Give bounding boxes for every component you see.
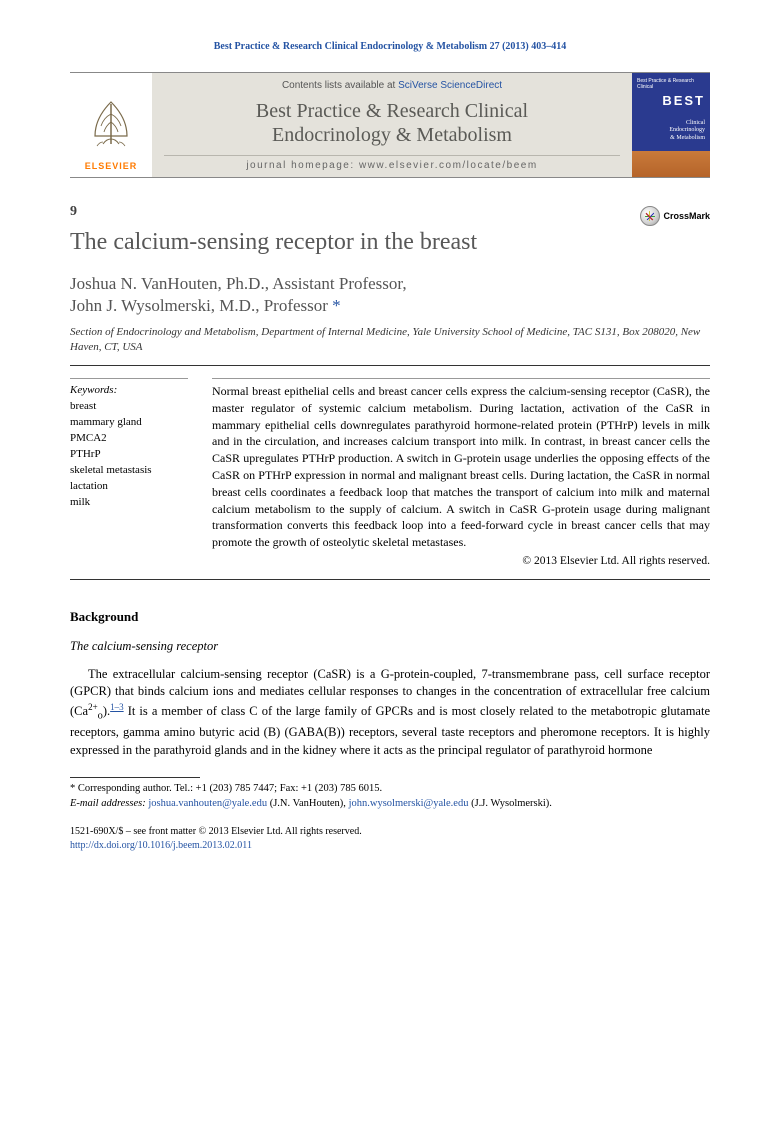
cover-mid3: & Metabolism bbox=[670, 135, 705, 141]
email-line: E-mail addresses: joshua.vanhouten@yale.… bbox=[70, 797, 710, 812]
body-paragraph-1: The extracellular calcium-sensing recept… bbox=[70, 666, 710, 759]
footnote-separator bbox=[70, 777, 200, 778]
journal-name: Best Practice & Research Clinical Endocr… bbox=[164, 93, 620, 155]
cover-mid1: Clinical bbox=[686, 120, 705, 126]
issn-line: 1521-690X/$ – see front matter © 2013 El… bbox=[70, 825, 710, 839]
cover-mid2: Endocrinology bbox=[669, 127, 705, 133]
publisher-logo-block: ELSEVIER bbox=[70, 73, 152, 177]
abstract-block: Normal breast epithelial cells and breas… bbox=[212, 378, 710, 569]
corresponding-asterisk: * bbox=[332, 296, 341, 315]
elsevier-tree-icon bbox=[79, 92, 143, 156]
bottom-block: 1521-690X/$ – see front matter © 2013 El… bbox=[70, 825, 710, 853]
cover-band bbox=[632, 151, 710, 177]
keywords-heading: Keywords: bbox=[70, 383, 188, 399]
contents-prefix: Contents lists available at bbox=[282, 80, 398, 91]
cover-top-label: Best Practice & Research Clinical bbox=[637, 79, 705, 90]
body-p1c: It is a member of class C of the large f… bbox=[70, 704, 710, 757]
keyword-item: milk bbox=[70, 495, 188, 511]
homepage-url[interactable]: www.elsevier.com/locate/beem bbox=[359, 160, 538, 171]
masthead-center: Contents lists available at SciVerse Sci… bbox=[152, 73, 632, 177]
crossmark-label: CrossMark bbox=[663, 210, 710, 223]
keyword-item: mammary gland bbox=[70, 415, 188, 431]
citation-1-3[interactable]: 1–3 bbox=[110, 702, 124, 712]
homepage-line: journal homepage: www.elsevier.com/locat… bbox=[164, 155, 620, 173]
body-sup-2plus: 2+ bbox=[88, 702, 98, 712]
email-link-1[interactable]: joshua.vanhouten@yale.edu bbox=[148, 798, 267, 809]
crossmark-badge[interactable]: CrossMark bbox=[640, 206, 710, 226]
doi-link[interactable]: http://dx.doi.org/10.1016/j.beem.2013.02… bbox=[70, 840, 252, 851]
contents-available-line: Contents lists available at SciVerse Sci… bbox=[164, 79, 620, 93]
email-link-2[interactable]: john.wysolmerski@yale.edu bbox=[349, 798, 469, 809]
section-number: 9 bbox=[70, 202, 710, 222]
journal-cover-thumbnail: Best Practice & Research Clinical BEST C… bbox=[632, 73, 710, 177]
keywords-list: breastmammary glandPMCA2PTHrPskeletal me… bbox=[70, 399, 188, 511]
keyword-item: PMCA2 bbox=[70, 431, 188, 447]
email-attr-2: (J.J. Wysolmerski). bbox=[468, 798, 551, 809]
affiliation: Section of Endocrinology and Metabolism,… bbox=[70, 325, 710, 355]
keyword-item: PTHrP bbox=[70, 447, 188, 463]
homepage-label: journal homepage: bbox=[246, 160, 359, 171]
background-heading: Background bbox=[70, 608, 710, 626]
author-list: Joshua N. VanHouten, Ph.D., Assistant Pr… bbox=[70, 273, 710, 317]
journal-name-line1: Best Practice & Research Clinical bbox=[256, 100, 528, 122]
abstract-text: Normal breast epithelial cells and breas… bbox=[212, 384, 710, 549]
crossmark-icon bbox=[640, 206, 660, 226]
authors-text: Joshua N. VanHouten, Ph.D., Assistant Pr… bbox=[70, 274, 407, 315]
article-title: The calcium-sensing receptor in the brea… bbox=[70, 226, 710, 260]
masthead: ELSEVIER Contents lists available at Sci… bbox=[70, 72, 710, 178]
keyword-item: breast bbox=[70, 399, 188, 415]
subsection-heading: The calcium-sensing receptor bbox=[70, 638, 710, 656]
elsevier-wordmark: ELSEVIER bbox=[85, 160, 138, 173]
cover-mid-text: Clinical Endocrinology & Metabolism bbox=[637, 120, 705, 142]
keywords-block: Keywords: breastmammary glandPMCA2PTHrPs… bbox=[70, 378, 188, 569]
keyword-item: skeletal metastasis bbox=[70, 463, 188, 479]
journal-reference: Best Practice & Research Clinical Endocr… bbox=[70, 40, 710, 54]
email-label: E-mail addresses: bbox=[70, 797, 146, 812]
sciencedirect-link[interactable]: SciVerse ScienceDirect bbox=[398, 80, 502, 91]
rule-top bbox=[70, 365, 710, 366]
email-attr-1: (J.N. VanHouten), bbox=[267, 798, 348, 809]
copyright-line: © 2013 Elsevier Ltd. All rights reserved… bbox=[212, 553, 710, 569]
rule-bottom bbox=[70, 579, 710, 580]
keyword-item: lactation bbox=[70, 479, 188, 495]
footnotes: * Corresponding author. Tel.: +1 (203) 7… bbox=[70, 782, 710, 811]
cover-best-label: BEST bbox=[637, 92, 705, 110]
journal-name-line2: Endocrinology & Metabolism bbox=[272, 124, 512, 146]
corresponding-author-note: * Corresponding author. Tel.: +1 (203) 7… bbox=[70, 782, 710, 797]
